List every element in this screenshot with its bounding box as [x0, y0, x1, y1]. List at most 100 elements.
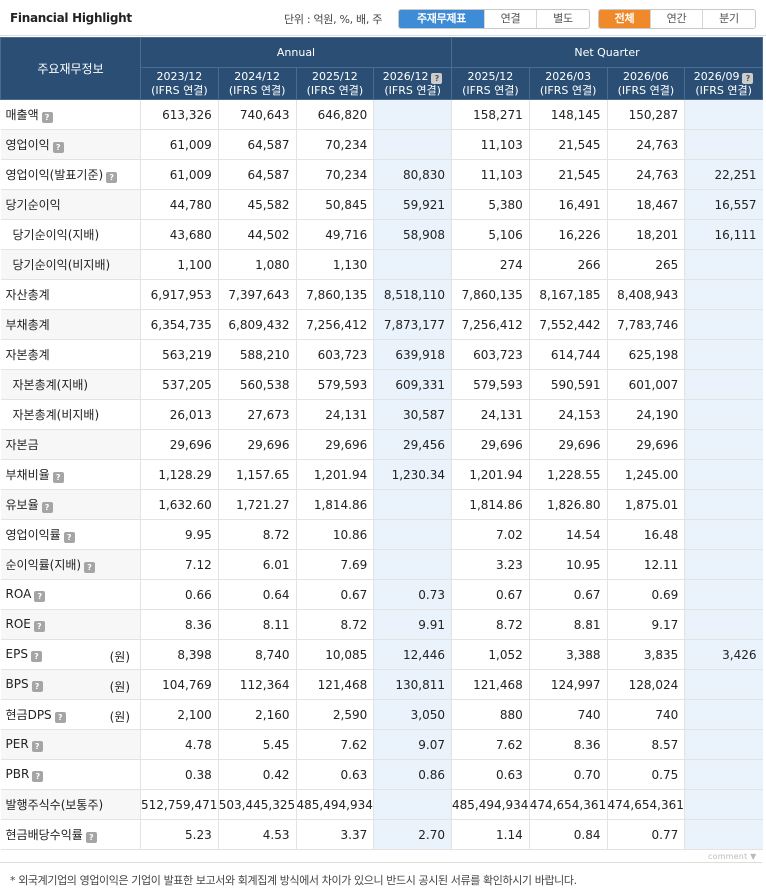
data-cell: 1,230.34: [373, 459, 452, 490]
table-row: 자본금 29,696 29,696 29,696 29,456 29,696 29,696 2…: [0, 429, 763, 460]
help-icon[interactable]: ?: [31, 741, 43, 752]
period-label: 2026/03: [545, 69, 591, 83]
data-cell: 4.78: [140, 729, 219, 760]
help-icon[interactable]: ?: [85, 832, 97, 843]
data-cell: 124,997: [529, 669, 608, 700]
period-label: 2026/06: [623, 69, 669, 83]
data-cell: 70,234: [296, 129, 375, 160]
help-icon[interactable]: ?: [41, 502, 53, 513]
data-cell: 0.38: [140, 759, 219, 790]
help-icon[interactable]: ?: [32, 771, 44, 782]
row-label-text: ROA: [5, 587, 32, 601]
data-cell: 1,130: [296, 249, 375, 280]
data-cell: [684, 549, 763, 580]
table-row: 현금배당수익률? 5.23 4.53 3.37 2.70 1.14 0.84 0.77: [0, 819, 763, 850]
help-icon[interactable]: ?: [84, 562, 96, 573]
data-cell: [373, 519, 452, 550]
data-cell: 646,820: [296, 99, 375, 130]
help-icon[interactable]: ?: [52, 142, 64, 153]
data-cell: 6,917,953: [140, 279, 219, 310]
help-icon[interactable]: ?: [34, 591, 46, 602]
data-cell: 16,491: [529, 189, 608, 220]
table-row: EPS? (원) 8,398 8,740 10,085 12,446 1,052 3,388 3…: [0, 639, 763, 670]
data-cell: 24,131: [296, 399, 375, 430]
data-cell: [373, 489, 452, 520]
data-cell: [684, 579, 763, 610]
data-cell: 50,845: [296, 189, 375, 220]
data-cell: 9.17: [607, 609, 686, 640]
data-cell: 1.14: [451, 819, 530, 850]
data-cell: [684, 99, 763, 130]
data-cell: 112,364: [218, 669, 297, 700]
data-cell: 49,716: [296, 219, 375, 250]
data-cell: 9.95: [140, 519, 219, 550]
data-cell: 0.84: [529, 819, 608, 850]
data-cell: 11,103: [451, 129, 530, 160]
data-cell: 24,131: [451, 399, 530, 430]
comment-toggle[interactable]: comment ▼: [708, 852, 757, 861]
data-cell: 1,814.86: [451, 489, 530, 520]
tab-period-tabs-0[interactable]: 전체: [599, 10, 651, 28]
data-cell: 8.36: [529, 729, 608, 760]
data-cell: 45,582: [218, 189, 297, 220]
data-cell: [684, 279, 763, 310]
data-cell: 29,696: [218, 429, 297, 460]
help-icon[interactable]: ?: [30, 651, 42, 662]
table-row: ROA? 0.66 0.64 0.67 0.73 0.67 0.67 0.69: [0, 579, 763, 610]
row-label: ROA?: [0, 579, 141, 610]
data-cell: [373, 549, 452, 580]
data-cell: 27,673: [218, 399, 297, 430]
financial-highlight-table: 주요재무정보 Annual Net Quarter 2023/12 (IFRS 연…: [0, 37, 763, 850]
help-icon[interactable]: ?: [52, 472, 64, 483]
data-cell: 44,502: [218, 219, 297, 250]
row-label: EPS? (원): [0, 639, 141, 670]
data-cell: [684, 669, 763, 700]
data-cell: 7,783,746: [607, 309, 686, 340]
row-label: 발행주식수(보통주): [0, 789, 141, 820]
data-cell: 512,759,471: [140, 789, 219, 820]
help-icon[interactable]: ?: [106, 172, 118, 183]
tab-view-tabs-1[interactable]: 연결: [485, 10, 537, 28]
tab-period-tabs-1[interactable]: 연간: [651, 10, 703, 28]
tab-period-tabs-2[interactable]: 분기: [719, 12, 739, 25]
row-label-text: 영업이익률: [5, 528, 61, 542]
data-cell: 7,256,412: [296, 309, 375, 340]
help-icon[interactable]: ?: [31, 681, 43, 692]
help-icon[interactable]: ?: [41, 112, 53, 123]
data-cell: 29,696: [451, 429, 530, 460]
data-cell: 10.86: [296, 519, 375, 550]
data-cell: 579,593: [296, 369, 375, 400]
data-cell: [684, 129, 763, 160]
tab-view-tabs-0[interactable]: 주재무제표: [399, 10, 485, 28]
data-cell: 1,228.55: [529, 459, 608, 490]
data-cell: 0.73: [373, 579, 452, 610]
data-cell: 8.72: [218, 519, 297, 550]
data-cell: 7.02: [451, 519, 530, 550]
table-row: 자본총계(비지배) 26,013 27,673 24,131 30,587 24,131 2…: [0, 399, 763, 430]
help-icon[interactable]: ?: [431, 72, 443, 84]
help-icon[interactable]: ?: [33, 621, 45, 632]
data-cell: 485,494,934: [296, 789, 375, 820]
help-icon[interactable]: ?: [63, 532, 75, 543]
table-row: 자본총계(지배) 537,205 560,538 579,593 609,331 579,…: [0, 369, 763, 400]
data-cell: 8.57: [607, 729, 686, 760]
data-cell: 0.67: [451, 579, 530, 610]
period-basis: (IFRS 연결): [617, 83, 675, 97]
row-unit: (원): [109, 710, 130, 724]
table-row: 당기순이익 44,780 45,582 50,845 59,921 5,380 16,491…: [0, 189, 763, 220]
row-label-text: 매출액: [5, 108, 39, 122]
period-label: 2026/12: [382, 69, 429, 83]
row-label-text: 자본총계: [5, 348, 50, 362]
period-header: 2025/12 (IFRS 연결): [295, 67, 375, 100]
period-header: 2024/12 (IFRS 연결): [217, 67, 297, 100]
data-cell: 0.64: [218, 579, 297, 610]
data-cell: 1,052: [451, 639, 530, 670]
data-cell: 560,538: [218, 369, 297, 400]
row-label: 영업이익(발표기준)?: [0, 159, 141, 190]
row-label: 매출액?: [0, 99, 141, 130]
tab-view-tabs-2[interactable]: 별도: [553, 12, 573, 25]
row-label-text: 당기순이익(비지배): [12, 258, 111, 272]
help-icon[interactable]: ?: [742, 72, 754, 84]
help-icon[interactable]: ?: [54, 712, 66, 723]
row-label: 부채총계: [0, 309, 141, 340]
